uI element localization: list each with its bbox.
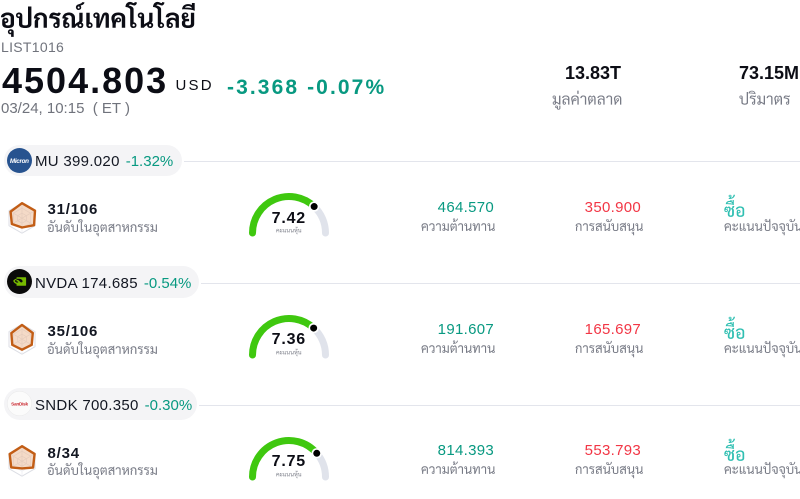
svg-text:Micron: Micron xyxy=(10,157,29,164)
svg-text:SanDisk: SanDisk xyxy=(11,402,28,407)
